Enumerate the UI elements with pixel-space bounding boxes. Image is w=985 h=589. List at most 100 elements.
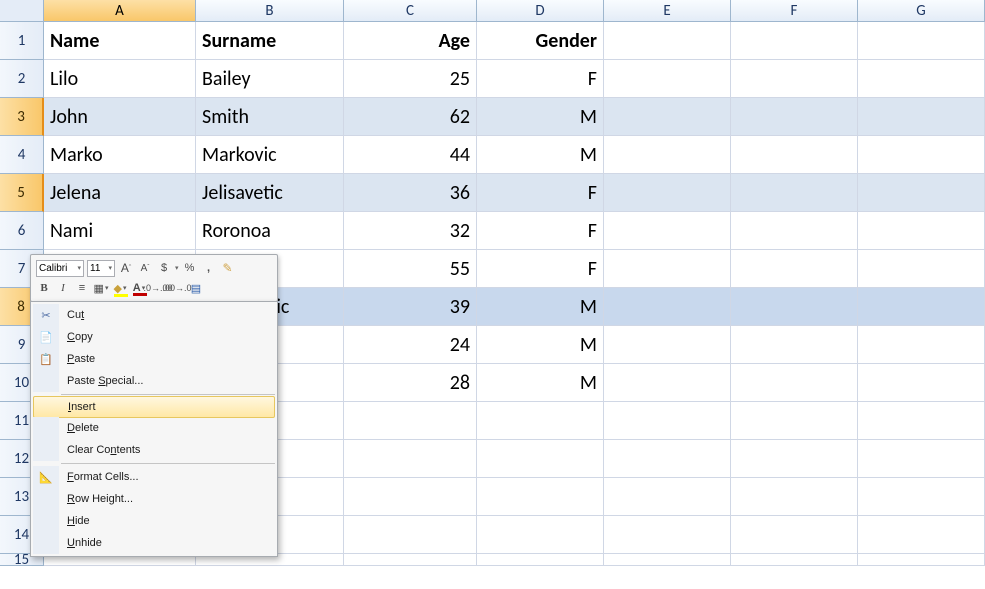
cell-F10[interactable] — [731, 364, 858, 402]
align-center-button[interactable]: ≡ — [74, 280, 90, 296]
font-size-dropdown[interactable]: 11▾ — [87, 260, 115, 277]
cell-G12[interactable] — [858, 440, 985, 478]
column-header-C[interactable]: C — [344, 0, 477, 22]
decrease-decimal-button[interactable]: .00→.0 — [169, 280, 185, 296]
cell-A4[interactable]: Marko — [44, 136, 196, 174]
cell-C13[interactable] — [344, 478, 477, 516]
cell-D10[interactable]: M — [477, 364, 604, 402]
cell-G7[interactable] — [858, 250, 985, 288]
row-header-6[interactable]: 6 — [0, 212, 44, 250]
cell-A6[interactable]: Nami — [44, 212, 196, 250]
row-header-5[interactable]: 5 — [0, 174, 44, 212]
column-header-A[interactable]: A — [44, 0, 196, 22]
cell-G4[interactable] — [858, 136, 985, 174]
cell-B5[interactable]: Jelisavetic — [196, 174, 344, 212]
cell-A5[interactable]: Jelena — [44, 174, 196, 212]
cell-C14[interactable] — [344, 516, 477, 554]
cell-D8[interactable]: M — [477, 288, 604, 326]
cell-E14[interactable] — [604, 516, 731, 554]
comma-button[interactable]: , — [201, 260, 217, 276]
bold-button[interactable]: B — [36, 280, 52, 296]
cell-F3[interactable] — [731, 98, 858, 136]
cell-C8[interactable]: 39 — [344, 288, 477, 326]
cell-B2[interactable]: Bailey — [196, 60, 344, 98]
cell-E7[interactable] — [604, 250, 731, 288]
cell-E3[interactable] — [604, 98, 731, 136]
cell-C3[interactable]: 62 — [344, 98, 477, 136]
cell-F5[interactable] — [731, 174, 858, 212]
cell-F8[interactable] — [731, 288, 858, 326]
cell-F15[interactable] — [731, 554, 858, 566]
cell-G11[interactable] — [858, 402, 985, 440]
context-menu-format-cells[interactable]: 📐Format Cells... — [33, 466, 275, 488]
cell-G13[interactable] — [858, 478, 985, 516]
cell-E1[interactable] — [604, 22, 731, 60]
row-header-4[interactable]: 4 — [0, 136, 44, 174]
cell-E10[interactable] — [604, 364, 731, 402]
cell-C7[interactable]: 55 — [344, 250, 477, 288]
cell-G5[interactable] — [858, 174, 985, 212]
cell-E13[interactable] — [604, 478, 731, 516]
cell-B6[interactable]: Roronoa — [196, 212, 344, 250]
cell-F7[interactable] — [731, 250, 858, 288]
cell-G14[interactable] — [858, 516, 985, 554]
cell-D1[interactable]: Gender — [477, 22, 604, 60]
cell-F6[interactable] — [731, 212, 858, 250]
context-menu-unhide[interactable]: Unhide — [33, 532, 275, 554]
cell-C10[interactable]: 28 — [344, 364, 477, 402]
cell-D5[interactable]: F — [477, 174, 604, 212]
shrink-font-button[interactable]: Aˇ — [137, 260, 153, 276]
cell-C11[interactable] — [344, 402, 477, 440]
italic-button[interactable]: I — [55, 280, 71, 296]
cell-D14[interactable] — [477, 516, 604, 554]
cell-D15[interactable] — [477, 554, 604, 566]
cell-D4[interactable]: M — [477, 136, 604, 174]
merge-button[interactable]: ▤ — [188, 280, 204, 296]
cell-C1[interactable]: Age — [344, 22, 477, 60]
select-all-corner[interactable] — [0, 0, 44, 22]
cell-E12[interactable] — [604, 440, 731, 478]
currency-button[interactable]: $ — [156, 260, 172, 276]
cell-F11[interactable] — [731, 402, 858, 440]
context-menu-copy[interactable]: 📄Copy — [33, 326, 275, 348]
context-menu-cut[interactable]: ✂Cut — [33, 304, 275, 326]
context-menu-delete[interactable]: Delete — [33, 417, 275, 439]
cell-A3[interactable]: John — [44, 98, 196, 136]
cell-G3[interactable] — [858, 98, 985, 136]
cell-F1[interactable] — [731, 22, 858, 60]
cell-G2[interactable] — [858, 60, 985, 98]
cell-G9[interactable] — [858, 326, 985, 364]
percent-button[interactable]: % — [182, 260, 198, 276]
fill-color-button[interactable]: ◆ — [112, 280, 128, 296]
cell-A1[interactable]: Name — [44, 22, 196, 60]
cell-C12[interactable] — [344, 440, 477, 478]
cell-D11[interactable] — [477, 402, 604, 440]
cell-B4[interactable]: Markovic — [196, 136, 344, 174]
row-header-1[interactable]: 1 — [0, 22, 44, 60]
column-header-F[interactable]: F — [731, 0, 858, 22]
cell-D12[interactable] — [477, 440, 604, 478]
cell-E8[interactable] — [604, 288, 731, 326]
cell-D2[interactable]: F — [477, 60, 604, 98]
context-menu-paste[interactable]: 📋Paste — [33, 348, 275, 370]
cell-B3[interactable]: Smith — [196, 98, 344, 136]
context-menu-clear-contents[interactable]: Clear Contents — [33, 439, 275, 461]
cell-E9[interactable] — [604, 326, 731, 364]
context-menu-paste-special[interactable]: Paste Special... — [33, 370, 275, 392]
context-menu-insert[interactable]: Insert — [33, 396, 275, 418]
context-menu-hide[interactable]: Hide — [33, 510, 275, 532]
cell-D13[interactable] — [477, 478, 604, 516]
row-header-3[interactable]: 3 — [0, 98, 44, 136]
borders-button[interactable]: ▦ — [93, 280, 109, 296]
font-family-dropdown[interactable]: Calibri▾ — [36, 260, 84, 277]
cell-D6[interactable]: F — [477, 212, 604, 250]
cell-F2[interactable] — [731, 60, 858, 98]
format-painter-button[interactable]: ✎ — [220, 260, 236, 276]
cell-E5[interactable] — [604, 174, 731, 212]
cell-G1[interactable] — [858, 22, 985, 60]
grow-font-button[interactable]: Aˆ — [118, 260, 134, 276]
cell-C2[interactable]: 25 — [344, 60, 477, 98]
cell-G6[interactable] — [858, 212, 985, 250]
cell-C4[interactable]: 44 — [344, 136, 477, 174]
cell-D9[interactable]: M — [477, 326, 604, 364]
